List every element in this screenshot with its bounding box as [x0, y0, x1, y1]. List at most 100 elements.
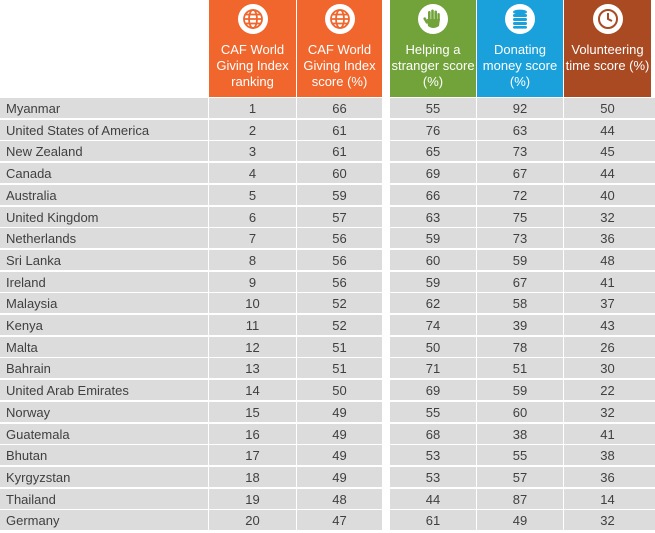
- helping-cell: 69: [425, 383, 441, 399]
- row-divider: [0, 248, 655, 250]
- table-row: United Arab Emirates 14 50 69 59 22: [0, 380, 655, 402]
- table-row: Guatemala 16 49 68 38 41: [0, 423, 655, 445]
- raised-hand-icon: [418, 4, 448, 34]
- header-score: CAF World Giving Index score (%): [297, 0, 382, 97]
- donating-cell: 75: [512, 209, 528, 225]
- helping-cell: 50: [425, 339, 441, 355]
- volunteering-cell: 14: [600, 491, 615, 507]
- ranking-cell: 17: [245, 448, 260, 464]
- header-ranking: CAF World Giving Index ranking: [209, 0, 296, 97]
- helping-cell: 61: [425, 513, 441, 529]
- globe-icon: [237, 4, 268, 34]
- donating-cell: 55: [512, 448, 528, 464]
- row-divider: [0, 183, 655, 185]
- country-cell: United States of America: [6, 122, 150, 138]
- ranking-cell: 7: [248, 231, 257, 247]
- column-divider: [296, 98, 297, 532]
- helping-cell: 44: [425, 491, 441, 507]
- score-cell: 57: [332, 209, 347, 225]
- row-divider: [0, 118, 655, 119]
- score-cell: 49: [332, 404, 347, 420]
- helping-cell: 63: [425, 209, 441, 225]
- header-ranking-label: CAF World Giving Index ranking: [216, 42, 289, 89]
- table-row: Thailand 19 48 44 87 14: [0, 488, 655, 510]
- row-divider: [0, 443, 655, 445]
- volunteering-cell: 44: [600, 122, 615, 138]
- ranking-cell: 3: [248, 144, 257, 160]
- score-cell: 50: [332, 383, 347, 399]
- country-cell: Guatemala: [6, 426, 70, 442]
- row-divider: [0, 269, 655, 271]
- ranking-cell: 9: [248, 274, 257, 290]
- country-cell: Netherlands: [6, 231, 77, 247]
- ranking-cell: 8: [248, 252, 257, 268]
- helping-cell: 53: [425, 448, 441, 464]
- country-cell: Ireland: [6, 274, 46, 290]
- ranking-cell: 4: [248, 166, 257, 182]
- helping-cell: 71: [425, 361, 441, 377]
- country-cell: United Kingdom: [6, 209, 99, 225]
- table-row: Bhutan 17 49 53 55 38: [0, 445, 655, 467]
- helping-cell: 62: [425, 296, 441, 312]
- donating-cell: 60: [512, 404, 528, 420]
- volunteering-cell: 48: [600, 252, 615, 268]
- helping-cell: 68: [425, 426, 441, 442]
- country-cell: Bhutan: [6, 448, 48, 464]
- ranking-cell: 13: [245, 361, 260, 377]
- donating-cell: 78: [512, 339, 528, 355]
- row-divider: [0, 508, 655, 510]
- row-divider: [0, 226, 655, 228]
- row-divider: [0, 378, 655, 380]
- donating-cell: 58: [512, 296, 528, 312]
- score-cell: 51: [332, 361, 347, 377]
- ranking-cell: 1: [248, 101, 257, 116]
- country-cell: Sri Lanka: [6, 252, 61, 268]
- header-helping-label: Helping a stranger score (%): [391, 42, 475, 89]
- helping-cell: 66: [425, 187, 441, 203]
- table-row: Myanmar 1 66 55 92 50: [0, 98, 655, 119]
- donating-cell: 87: [512, 491, 528, 507]
- score-cell: 59: [332, 187, 347, 203]
- score-cell: 61: [332, 144, 347, 160]
- table-row: Germany 20 47 61 49 32: [0, 510, 655, 532]
- column-divider: [476, 98, 477, 532]
- row-divider: [0, 530, 655, 532]
- table-row: Netherlands 7 56 59 73 36: [0, 228, 655, 250]
- ranking-cell: 14: [245, 383, 260, 399]
- volunteering-cell: 36: [600, 469, 615, 485]
- volunteering-cell: 45: [600, 144, 615, 160]
- volunteering-cell: 32: [600, 209, 615, 225]
- table-row: Malaysia 10 52 62 58 37: [0, 293, 655, 315]
- row-divider: [0, 400, 655, 402]
- ranking-cell: 16: [245, 426, 260, 442]
- ranking-cell: 5: [248, 187, 257, 203]
- donating-cell: 59: [512, 383, 528, 399]
- table-row: Bahrain 13 51 71 51 30: [0, 358, 655, 380]
- row-divider: [0, 465, 655, 467]
- row-divider: [0, 486, 655, 488]
- row-divider: [0, 204, 655, 206]
- country-cell: Thailand: [6, 491, 56, 507]
- header-donating-label: Donating money score (%): [482, 42, 558, 89]
- helping-cell: 76: [425, 122, 441, 138]
- volunteering-cell: 32: [600, 404, 615, 420]
- country-cell: Malaysia: [6, 296, 58, 312]
- donating-cell: 67: [512, 274, 528, 290]
- table-row: United States of America 2 61 76 63 44: [0, 119, 655, 141]
- ranking-cell: 6: [248, 209, 257, 225]
- score-cell: 52: [332, 318, 347, 333]
- helping-cell: 65: [425, 144, 441, 160]
- ranking-cell: 19: [245, 491, 260, 507]
- helping-cell: 69: [425, 166, 441, 182]
- country-cell: Australia: [6, 187, 57, 203]
- donating-cell: 72: [512, 187, 528, 203]
- score-cell: 49: [332, 426, 347, 442]
- volunteering-cell: 41: [600, 274, 615, 290]
- header-volunteering-label: Volunteering time score (%): [565, 42, 650, 73]
- donating-cell: 51: [512, 361, 528, 377]
- globe-icon: [324, 4, 355, 34]
- donating-cell: 59: [512, 252, 528, 268]
- ranking-cell: 12: [245, 339, 260, 355]
- volunteering-cell: 50: [600, 101, 615, 116]
